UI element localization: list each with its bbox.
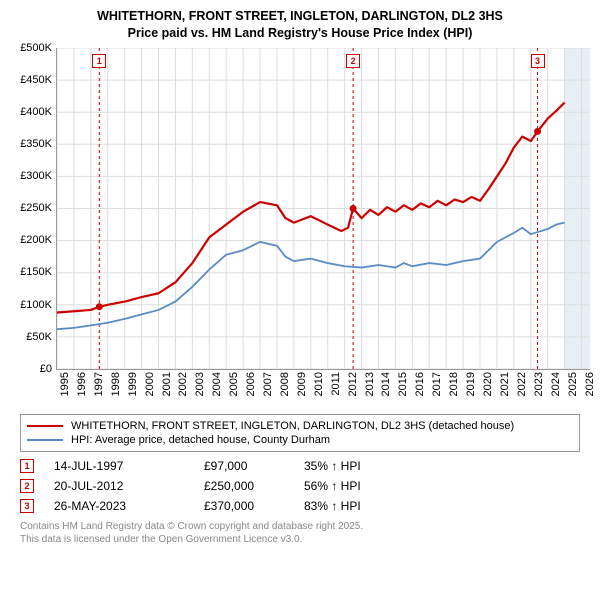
legend-row-red: WHITETHORN, FRONT STREET, INGLETON, DARL… [27, 419, 573, 433]
x-tick-label: 1999 [127, 372, 139, 396]
x-tick-label: 2010 [313, 372, 325, 396]
title-line-2: Price paid vs. HM Land Registry's House … [10, 25, 590, 42]
sales-price: £370,000 [204, 499, 304, 513]
x-tick-label: 2025 [567, 372, 579, 396]
plot-region: 1 2 3 [56, 48, 590, 370]
sale-marker-box: 2 [346, 54, 360, 68]
x-tick-label: 2009 [296, 372, 308, 396]
y-tick-label: £450K [20, 74, 52, 86]
x-tick-label: 2001 [161, 372, 173, 396]
sales-price: £97,000 [204, 459, 304, 473]
title-line-1: WHITETHORN, FRONT STREET, INGLETON, DARL… [10, 8, 590, 25]
sales-date: 14-JUL-1997 [54, 459, 204, 473]
x-tick-label: 2008 [279, 372, 291, 396]
x-tick-label: 2014 [380, 372, 392, 396]
sales-hpi: 35% ↑ HPI [304, 459, 424, 473]
x-tick-label: 2020 [482, 372, 494, 396]
chart-container: WHITETHORN, FRONT STREET, INGLETON, DARL… [0, 0, 600, 590]
sale-marker-box: 3 [531, 54, 545, 68]
x-tick-label: 2018 [448, 372, 460, 396]
sales-hpi: 56% ↑ HPI [304, 479, 424, 493]
x-tick-label: 2017 [431, 372, 443, 396]
x-tick-label: 2002 [177, 372, 189, 396]
x-tick-label: 2006 [245, 372, 257, 396]
x-tick-label: 2013 [364, 372, 376, 396]
legend-row-blue: HPI: Average price, detached house, Coun… [27, 433, 573, 447]
y-tick-label: £200K [20, 234, 52, 246]
sales-price: £250,000 [204, 479, 304, 493]
x-tick-label: 2003 [194, 372, 206, 396]
footer: Contains HM Land Registry data © Crown c… [20, 520, 580, 546]
x-tick-label: 2015 [397, 372, 409, 396]
y-tick-label: £300K [20, 170, 52, 182]
x-tick-label: 2026 [584, 372, 596, 396]
x-axis-labels: 1995 1996 1997 1998 1999 2000 2001 2002 2003 2004… [56, 370, 590, 408]
footer-line-2: This data is licensed under the Open Gov… [20, 533, 580, 546]
chart-title: WHITETHORN, FRONT STREET, INGLETON, DARL… [10, 8, 590, 42]
x-tick-label: 2005 [228, 372, 240, 396]
sale-marker-box: 1 [92, 54, 106, 68]
legend: WHITETHORN, FRONT STREET, INGLETON, DARL… [20, 414, 580, 452]
x-tick-label: 2012 [347, 372, 359, 396]
y-tick-label: £150K [20, 266, 52, 278]
sales-marker: 1 [20, 459, 34, 473]
y-tick-label: £0 [40, 363, 52, 375]
x-tick-label: 2016 [414, 372, 426, 396]
x-tick-label: 2007 [262, 372, 274, 396]
legend-label-red: WHITETHORN, FRONT STREET, INGLETON, DARL… [71, 420, 514, 432]
legend-swatch-blue [27, 439, 63, 441]
sales-row: 1 14-JUL-1997£97,00035% ↑ HPI [20, 456, 580, 476]
legend-label-blue: HPI: Average price, detached house, Coun… [71, 434, 330, 446]
sales-row: 2 20-JUL-2012£250,00056% ↑ HPI [20, 476, 580, 496]
x-tick-label: 1996 [76, 372, 88, 396]
x-tick-label: 2022 [516, 372, 528, 396]
sales-marker: 3 [20, 499, 34, 513]
chart-svg [57, 48, 590, 369]
x-tick-label: 2021 [499, 372, 511, 396]
y-axis-labels: £0 £50K £100K £150K £200K £250K £300K £350K £400… [10, 48, 54, 408]
y-tick-label: £250K [20, 202, 52, 214]
legend-swatch-red [27, 425, 63, 427]
x-tick-label: 2023 [533, 372, 545, 396]
x-tick-label: 1998 [110, 372, 122, 396]
y-tick-label: £500K [20, 42, 52, 54]
x-tick-label: 2011 [330, 372, 342, 396]
y-tick-label: £400K [20, 106, 52, 118]
sales-row: 3 26-MAY-2023£370,00083% ↑ HPI [20, 496, 580, 516]
chart-area: £0 £50K £100K £150K £200K £250K £300K £350K £400… [10, 48, 590, 408]
sales-hpi: 83% ↑ HPI [304, 499, 424, 513]
sales-table: 1 14-JUL-1997£97,00035% ↑ HPI 2 20-JUL-2012… [20, 456, 580, 516]
sales-date: 20-JUL-2012 [54, 479, 204, 493]
sales-date: 26-MAY-2023 [54, 499, 204, 513]
x-tick-label: 1997 [93, 372, 105, 396]
x-tick-label: 2004 [211, 372, 223, 396]
x-tick-label: 2019 [465, 372, 477, 396]
x-tick-label: 1995 [59, 372, 71, 396]
sales-marker: 2 [20, 479, 34, 493]
footer-line-1: Contains HM Land Registry data © Crown c… [20, 520, 580, 533]
x-tick-label: 2000 [144, 372, 156, 396]
y-tick-label: £50K [26, 331, 52, 343]
y-tick-label: £100K [20, 299, 52, 311]
x-tick-label: 2024 [550, 372, 562, 396]
y-tick-label: £350K [20, 138, 52, 150]
